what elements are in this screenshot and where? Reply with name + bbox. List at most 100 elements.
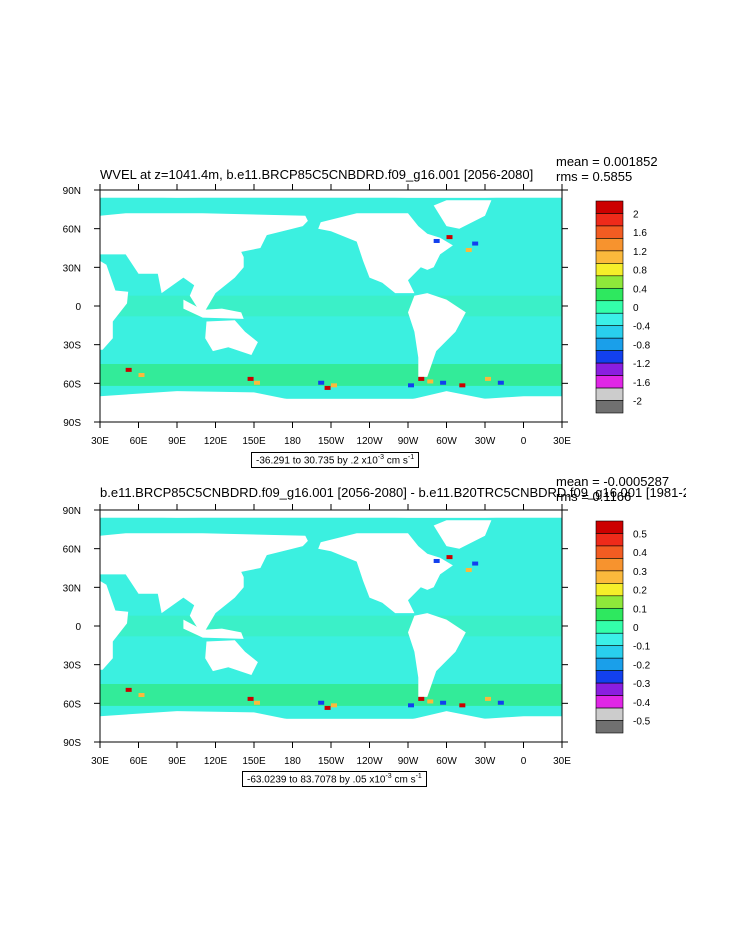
colorbar-label: 0.1 xyxy=(633,604,647,615)
range-unit: cm s xyxy=(384,455,408,467)
colorbar-swatch xyxy=(595,387,624,401)
colorbar-swatch xyxy=(595,200,624,214)
anomaly-speck xyxy=(324,385,331,390)
colorbar-swatch xyxy=(595,362,624,376)
colorbar-label: -2 xyxy=(633,397,642,408)
lon-tick-label: 120W xyxy=(356,436,383,447)
lon-tick-label: 0 xyxy=(521,756,527,767)
colorbar-label: -0.5 xyxy=(633,717,651,728)
colorbar-swatch xyxy=(595,620,624,634)
anomaly-speck xyxy=(331,383,337,388)
anomaly-speck xyxy=(418,376,425,381)
colorbar-swatch xyxy=(595,682,624,696)
lon-tick-label: 60W xyxy=(436,436,457,447)
land-mass xyxy=(205,640,258,675)
colorbar-swatch xyxy=(595,400,624,414)
lon-tick-label: 120E xyxy=(204,436,228,447)
panel-title: b.e11.BRCP85C5CNBDRD.f09_g16.001 [2056-2… xyxy=(100,485,686,500)
lat-tick-label: 90N xyxy=(63,506,81,517)
anomaly-speck xyxy=(485,376,491,381)
anomaly-speck xyxy=(324,705,331,710)
lon-tick-label: 90W xyxy=(398,436,419,447)
colorbar-label: -1.2 xyxy=(633,359,651,370)
colorbar-swatch xyxy=(595,287,624,302)
colorbar-swatch xyxy=(595,632,624,647)
lon-tick-label: 180 xyxy=(284,756,301,767)
lon-tick-label: 150W xyxy=(318,756,345,767)
range-unit-exp: -1 xyxy=(407,454,415,461)
colorbar-swatch xyxy=(595,645,624,659)
colorbar-label: 0.5 xyxy=(633,529,647,540)
panel-title: WVEL at z=1041.4m, b.e11.BRCP85C5CNBDRD.… xyxy=(100,167,534,182)
land-mass xyxy=(183,299,244,319)
range-exp: -3 xyxy=(385,773,392,780)
range-unit-exp: -1 xyxy=(415,773,422,780)
range-unit: cm s xyxy=(391,774,416,786)
anomaly-speck xyxy=(440,700,447,705)
anomaly-speck xyxy=(433,238,440,243)
lat-tick-label: 0 xyxy=(75,622,81,633)
lon-tick-label: 30E xyxy=(91,436,109,447)
lat-tick-label: 30S xyxy=(63,661,81,672)
anomaly-speck xyxy=(472,241,479,246)
lon-tick-label: 150E xyxy=(242,756,266,767)
land-mass xyxy=(39,578,129,670)
contour-range-box: -63.0239 to 83.7078 by .05 x10-3 cm s-1 xyxy=(242,771,427,788)
colorbar-swatch xyxy=(595,300,624,314)
lat-tick-label: 60S xyxy=(63,699,81,710)
colorbar-swatch xyxy=(595,545,624,559)
colorbar-swatch xyxy=(595,533,624,547)
anomaly-speck xyxy=(318,700,325,705)
lon-tick-label: 30E xyxy=(91,756,109,767)
colorbar-swatch xyxy=(595,670,624,684)
colorbar-label: -0.3 xyxy=(633,679,651,690)
lat-tick-label: 60S xyxy=(63,379,81,390)
anomaly-speck xyxy=(318,380,325,385)
anomaly-speck xyxy=(497,700,504,705)
anomaly-speck xyxy=(472,561,479,566)
anomaly-speck xyxy=(459,383,466,388)
equatorial-band xyxy=(100,615,562,637)
land-mass xyxy=(408,293,466,377)
land-mass xyxy=(100,391,562,422)
colorbar-swatch xyxy=(595,337,624,351)
colorbar-swatch xyxy=(595,720,624,734)
colorbar-label: -0.4 xyxy=(633,322,651,333)
anomaly-speck xyxy=(138,373,145,378)
land-mass xyxy=(39,258,129,350)
colorbar-label: 0.2 xyxy=(633,586,647,597)
lon-tick-label: 150E xyxy=(242,436,266,447)
lat-tick-label: 60N xyxy=(63,225,81,236)
colorbar-swatch xyxy=(595,213,624,227)
rms-stat: rms = 0.1166 xyxy=(556,489,632,504)
colorbar-label: 0 xyxy=(633,623,639,634)
anomaly-speck xyxy=(497,380,504,385)
southern-ocean-band xyxy=(100,684,562,706)
lat-tick-label: 90S xyxy=(63,738,81,749)
colorbar-swatch xyxy=(595,558,624,572)
anomaly-speck xyxy=(446,235,453,240)
colorbar-label: -1.6 xyxy=(633,378,651,389)
range-text: -36.291 to 30.735 by .2 x10 xyxy=(256,455,378,467)
colorbar-swatch xyxy=(595,325,624,339)
anomaly-speck xyxy=(465,568,472,572)
land-mass xyxy=(100,533,308,635)
anomaly-speck xyxy=(427,379,434,384)
lon-tick-label: 90E xyxy=(168,756,186,767)
colorbar-swatch xyxy=(595,520,624,534)
land-mass xyxy=(408,613,466,697)
lon-tick-label: 30E xyxy=(553,436,571,447)
colorbar-label: 1.6 xyxy=(633,228,647,239)
anomaly-speck xyxy=(485,696,491,701)
lon-tick-label: 60E xyxy=(130,436,148,447)
contour-range-box: -36.291 to 30.735 by .2 x10-3 cm s-1 xyxy=(251,452,420,469)
range-exp: -3 xyxy=(377,454,384,461)
anomaly-speck xyxy=(408,703,414,708)
map-figure: 90N 60N 30N 0 30S 60S 90S 30E 60E 90E 120E 150E 180 1… xyxy=(39,184,651,447)
colorbar-swatch xyxy=(595,595,624,609)
anomaly-speck xyxy=(125,687,132,692)
anomaly-speck xyxy=(247,376,254,381)
range-text: -63.0239 to 83.7078 by .05 x10 xyxy=(247,774,386,786)
colorbar-swatch xyxy=(595,250,624,264)
land-mass xyxy=(318,213,453,294)
